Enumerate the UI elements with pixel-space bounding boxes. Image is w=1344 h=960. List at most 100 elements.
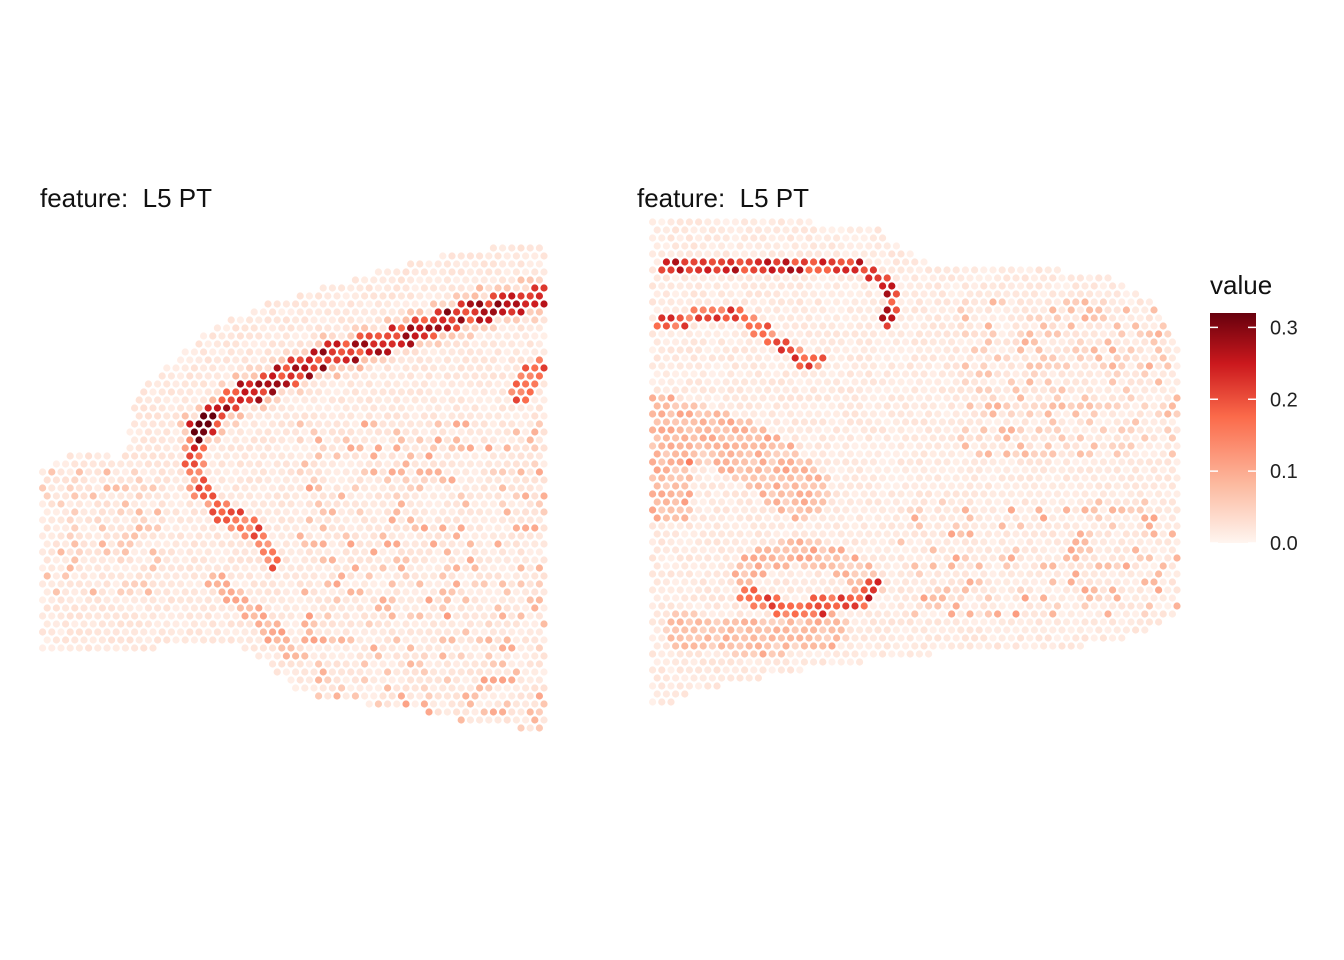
spot — [672, 402, 680, 410]
spot — [879, 426, 887, 434]
spot — [837, 546, 845, 554]
spot — [305, 292, 313, 300]
spot — [773, 482, 781, 490]
spot — [167, 436, 175, 444]
spot — [278, 372, 286, 380]
spot — [1040, 386, 1048, 394]
spot — [851, 282, 859, 290]
spot — [984, 370, 993, 378]
spot — [158, 372, 166, 380]
spot — [1122, 338, 1130, 346]
spot — [681, 274, 689, 282]
spot — [1109, 586, 1117, 594]
spot — [204, 548, 212, 556]
spot — [351, 484, 359, 492]
spot — [85, 628, 93, 636]
spot — [338, 460, 346, 468]
spot — [535, 724, 544, 732]
spot — [57, 580, 65, 588]
spot — [731, 410, 740, 418]
spot — [1109, 538, 1117, 546]
spot — [250, 404, 258, 412]
spot — [842, 458, 850, 466]
spot — [1003, 482, 1011, 490]
spot — [929, 466, 937, 474]
spot — [934, 298, 942, 306]
spot — [508, 356, 516, 364]
spot — [1159, 402, 1167, 410]
spot — [121, 548, 129, 556]
spot — [1007, 538, 1016, 546]
spot — [1081, 426, 1089, 434]
spot — [1030, 482, 1038, 490]
spot — [952, 298, 960, 306]
spot — [699, 482, 707, 490]
spot — [540, 460, 548, 468]
spot — [476, 604, 484, 612]
spot — [457, 492, 465, 500]
spot — [750, 218, 758, 226]
spot — [379, 500, 387, 508]
spot — [1003, 514, 1011, 522]
spot — [301, 460, 309, 468]
spot — [144, 508, 152, 516]
spot — [425, 324, 433, 332]
spot — [402, 476, 410, 484]
spot — [1173, 410, 1181, 418]
spot — [512, 300, 521, 308]
spot — [356, 620, 364, 628]
spot — [672, 322, 680, 330]
spot — [906, 554, 914, 562]
spot — [874, 258, 882, 266]
spot — [823, 426, 832, 434]
spot — [888, 490, 896, 498]
spot — [764, 482, 772, 490]
spot — [393, 332, 401, 340]
spot — [1063, 554, 1071, 562]
spot — [186, 548, 194, 556]
spot — [911, 370, 919, 378]
spot — [425, 388, 433, 396]
spot — [407, 500, 415, 508]
spot — [517, 676, 525, 684]
spot — [800, 306, 809, 314]
spot — [443, 692, 451, 700]
spot — [443, 612, 451, 620]
spot — [338, 540, 346, 548]
spot — [402, 556, 410, 564]
spot — [200, 524, 208, 532]
spot — [315, 692, 323, 700]
spot — [232, 484, 240, 492]
spot — [512, 524, 521, 532]
spot — [957, 466, 965, 474]
spot — [1168, 578, 1176, 586]
spot — [241, 644, 249, 652]
spot — [144, 428, 152, 436]
spot — [713, 458, 721, 466]
spot — [837, 578, 845, 586]
spot — [393, 412, 401, 420]
spot — [750, 330, 758, 338]
spot — [135, 540, 143, 548]
spot — [384, 476, 392, 484]
spot — [508, 404, 516, 412]
spot — [957, 338, 965, 346]
spot — [805, 474, 813, 482]
spot — [324, 564, 332, 572]
spot — [851, 426, 859, 434]
spot — [994, 338, 1002, 346]
spot — [741, 218, 749, 226]
spot — [453, 324, 461, 332]
spot — [759, 346, 767, 354]
spot — [448, 332, 456, 340]
spot — [823, 522, 832, 530]
spot — [485, 364, 493, 372]
spot — [837, 402, 845, 410]
spot — [906, 538, 914, 546]
spot — [745, 386, 753, 394]
spot — [489, 500, 497, 508]
spot — [489, 596, 497, 604]
spot — [1063, 330, 1071, 338]
spot — [897, 538, 905, 546]
spot — [117, 508, 125, 516]
